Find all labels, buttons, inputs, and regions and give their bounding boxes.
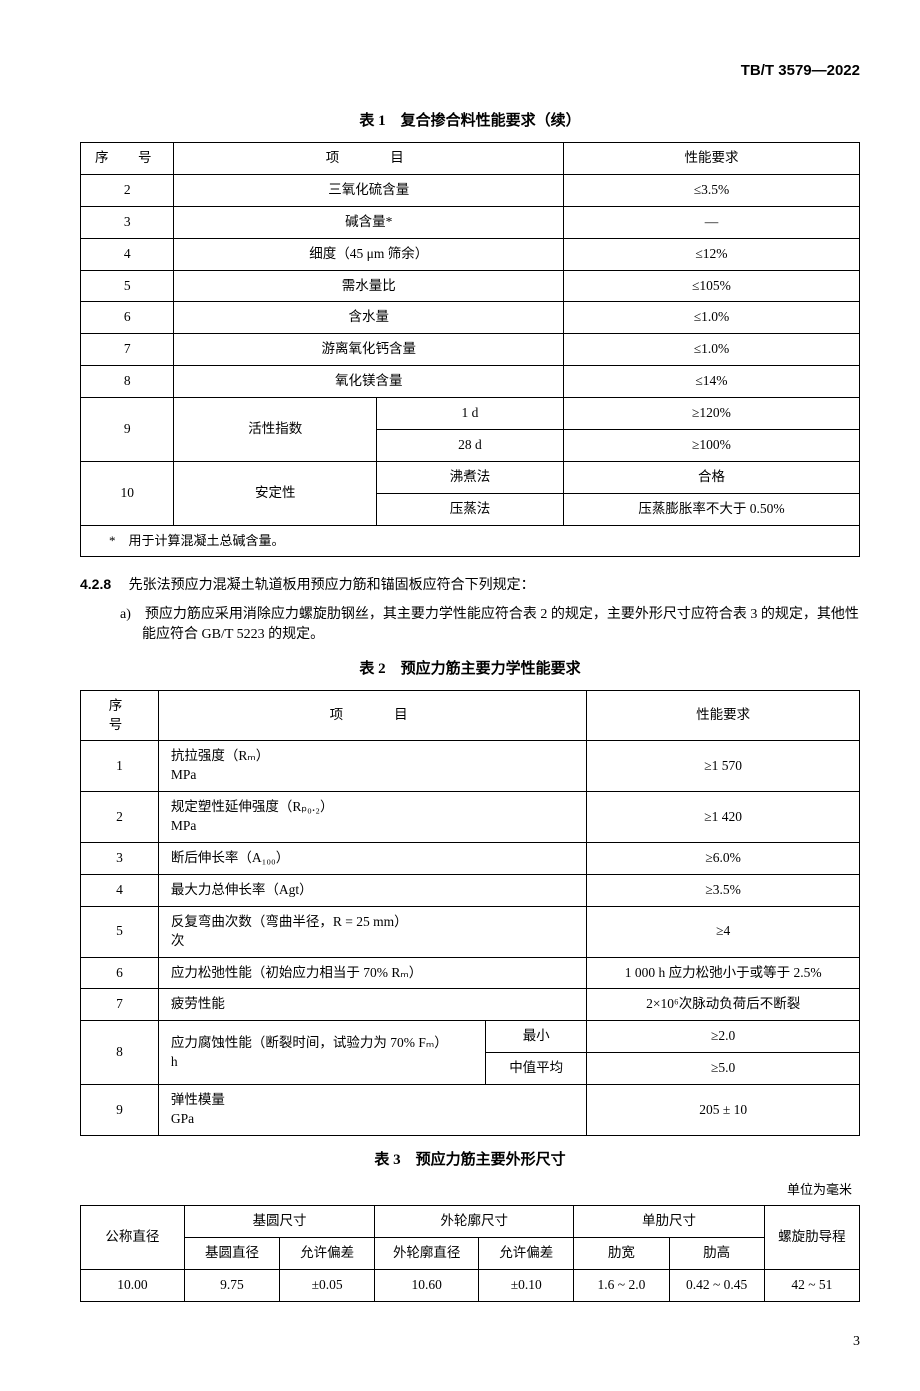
th-outer: 外轮廓尺寸 [375, 1206, 574, 1238]
th-item: 项 目 [326, 150, 412, 165]
table-row: 8氧化镁含量≤14% [81, 366, 860, 398]
table3-header-row-2: 基圆直径 允许偏差 外轮廓直径 允许偏差 肋宽 肋高 [81, 1237, 860, 1269]
table-row: 9弹性模量 GPa205 ± 10 [81, 1085, 860, 1136]
clause-text: 先张法预应力混凝土轨道板用预应力筋和锚固板应符合下列规定： [129, 578, 535, 593]
th-seq: 序 号 [109, 698, 152, 732]
table1-header-row: 序 号 项 目 性能要求 [81, 143, 860, 175]
table-row: 8 应力腐蚀性能（断裂时间，试验力为 70% Fₘ） h 最小 ≥2.0 [81, 1021, 860, 1053]
table-row: 9 活性指数 1 d ≥120% [81, 398, 860, 430]
table-row: 10.00 9.75 ±0.05 10.60 ±0.10 1.6 ~ 2.0 0… [81, 1269, 860, 1301]
table-row: 10 安定性 沸煮法 合格 [81, 461, 860, 493]
table-row: 2三氧化硫含量≤3.5% [81, 174, 860, 206]
table-row: 3碱含量*— [81, 206, 860, 238]
table-row: 7游离氧化钙含量≤1.0% [81, 334, 860, 366]
th-rib-w: 肋宽 [574, 1237, 669, 1269]
th-outer-tol: 允许偏差 [479, 1237, 574, 1269]
clause-item-a: a) 预应力筋应采用消除应力螺旋肋钢丝，其主要力学性能应符合表 2 的规定，主要… [120, 605, 860, 644]
table2: 序 号 项 目 性能要求 1抗拉强度（Rₘ） MPa≥1 570 2规定塑性延伸… [80, 690, 860, 1136]
table-row: 5需水量比≤105% [81, 270, 860, 302]
table1-caption: 表 1 复合掺合料性能要求（续） [80, 111, 860, 132]
th-item: 项 目 [330, 707, 416, 722]
item-a-text: 预应力筋应采用消除应力螺旋肋钢丝，其主要力学性能应符合表 2 的规定，主要外形尺… [142, 607, 859, 642]
th-base-tol: 允许偏差 [280, 1237, 375, 1269]
table3-caption: 表 3 预应力筋主要外形尺寸 [80, 1150, 860, 1171]
th-req: 性能要求 [587, 690, 860, 741]
table2-caption: 表 2 预应力筋主要力学性能要求 [80, 659, 860, 680]
table-row: 6含水量≤1.0% [81, 302, 860, 334]
table-row: 4最大力总伸长率（Agt）≥3.5% [81, 874, 860, 906]
table3-unit: 单位为毫米 [80, 1181, 852, 1199]
clause-4-2-8: 4.2.8 先张法预应力混凝土轨道板用预应力筋和锚固板应符合下列规定： [80, 575, 860, 596]
th-rib: 单肋尺寸 [574, 1206, 764, 1238]
table3: 公称直径 基圆尺寸 外轮廓尺寸 单肋尺寸 螺旋肋导程 基圆直径 允许偏差 外轮廓… [80, 1205, 860, 1302]
table-row: 5反复弯曲次数（弯曲半径，R = 25 mm） 次≥4 [81, 906, 860, 957]
th-base-d: 基圆直径 [184, 1237, 279, 1269]
th-req: 性能要求 [563, 143, 859, 175]
table-row: 1抗拉强度（Rₘ） MPa≥1 570 [81, 741, 860, 792]
th-outer-d: 外轮廓直径 [375, 1237, 479, 1269]
th-base: 基圆尺寸 [184, 1206, 374, 1238]
th-seq: 序 号 [95, 150, 160, 165]
table3-header-row-1: 公称直径 基圆尺寸 外轮廓尺寸 单肋尺寸 螺旋肋导程 [81, 1206, 860, 1238]
table2-header-row: 序 号 项 目 性能要求 [81, 690, 860, 741]
table-row: 4细度（45 μm 筛余）≤12% [81, 238, 860, 270]
th-nominal: 公称直径 [81, 1206, 185, 1270]
clause-number: 4.2.8 [80, 576, 111, 592]
item-a-label: a) [120, 607, 131, 622]
th-lead: 螺旋肋导程 [764, 1206, 859, 1270]
th-rib-h: 肋高 [669, 1237, 764, 1269]
doc-code: TB/T 3579—2022 [80, 60, 860, 81]
table1-footnote: * 用于计算混凝土总碱含量。 [81, 525, 860, 556]
table-row: 2规定塑性延伸强度（Rₚ₀.₂） MPa≥1 420 [81, 792, 860, 843]
page-number: 3 [80, 1332, 860, 1352]
table1: 序 号 项 目 性能要求 2三氧化硫含量≤3.5% 3碱含量*— 4细度（45 … [80, 142, 860, 557]
table-row: 7疲劳性能2×10⁶次脉动负荷后不断裂 [81, 989, 860, 1021]
table-row: 6应力松弛性能（初始应力相当于 70% Rₘ）1 000 h 应力松弛小于或等于… [81, 957, 860, 989]
table-row: 3断后伸长率（A₁₀₀）≥6.0% [81, 843, 860, 875]
